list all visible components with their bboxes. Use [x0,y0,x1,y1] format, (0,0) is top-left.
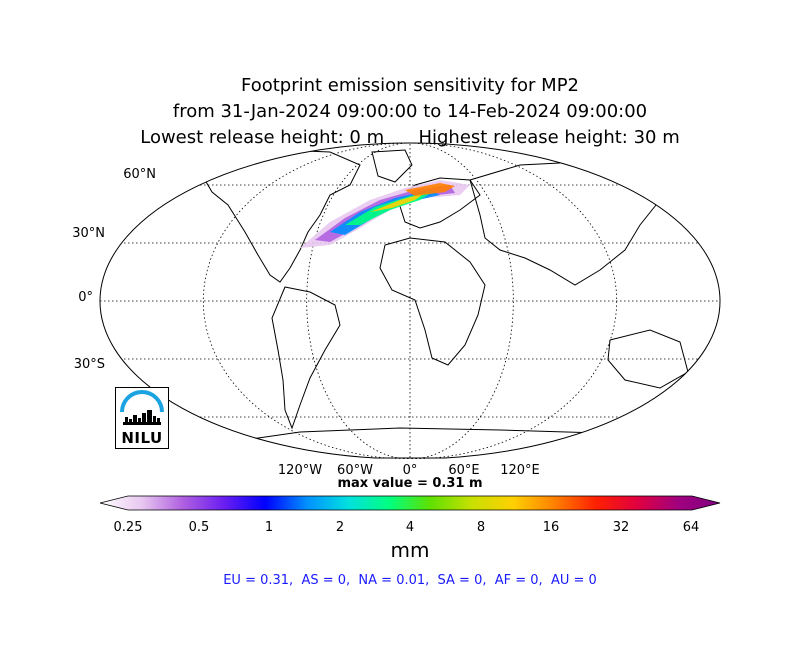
meridian-line [203,143,411,459]
colorbar-units: mm [390,538,430,562]
meridian-line [409,143,617,459]
lat-label-30s: 30°S [73,357,105,372]
colorbar-tick: 4 [405,520,415,535]
south-america-outline [271,286,341,430]
lon-label-120e: 120°E [500,463,540,478]
colorbar-tick: 2 [335,520,345,535]
title-line-1: Footprint emission sensitivity for MP2 [240,75,579,96]
colorbar-tick: 16 [542,520,560,535]
nilu-logo-text: NILU [121,429,163,447]
region-values: EU = 0.31, AS = 0, NA = 0.01, SA = 0, AF… [223,573,597,588]
europe-outline [397,177,481,229]
lon-label-0: 0° [402,463,418,478]
title-line-2: from 31-Jan-2024 09:00:00 to 14-Feb-2024… [172,101,648,122]
colorbar-tick: 0.5 [188,520,210,535]
title-line-3: Lowest release height: 0 m Highest relea… [140,127,680,148]
colorbar-tick: 64 [682,520,700,535]
footprint-plume [405,183,455,196]
lon-label-60w: 60°W [337,463,373,478]
colorbar-bar [99,495,721,511]
colorbar-tick: 0.25 [113,520,143,535]
lat-label-30n: 30°N [72,226,105,241]
north-america-outline [204,149,361,283]
lat-label-60n: 60°N [123,167,156,182]
lon-label-120w: 120°W [277,463,323,478]
australia-outline [607,329,689,389]
map-title: Footprint emission sensitivity for MP2 f… [0,73,800,151]
footprint-plume [370,193,425,212]
nilu-logo-graphic [120,390,164,425]
greenland-outline [371,149,413,183]
lat-label-equator: 0° [78,290,93,305]
map-boundary [99,142,721,459]
lon-label-60e: 60°E [448,463,480,478]
nilu-logo: NILU [115,387,169,449]
colorbar-tick: 32 [612,520,630,535]
africa-outline [379,237,486,366]
colorbar-tick: 8 [476,520,486,535]
colorbar-tick: 1 [264,520,274,535]
max-value-label: max value = 0.31 m [337,476,483,491]
